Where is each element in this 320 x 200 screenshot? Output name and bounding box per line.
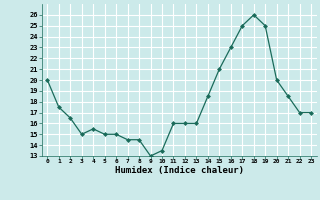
X-axis label: Humidex (Indice chaleur): Humidex (Indice chaleur) (115, 166, 244, 175)
